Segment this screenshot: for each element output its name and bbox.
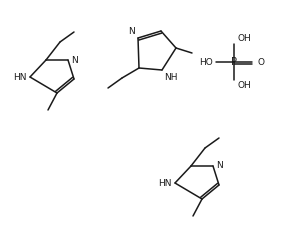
Text: N: N — [71, 55, 78, 64]
Text: N: N — [216, 161, 223, 171]
Text: HN: HN — [158, 179, 172, 188]
Text: HN: HN — [14, 73, 27, 82]
Text: P: P — [231, 57, 237, 67]
Text: N: N — [128, 27, 135, 36]
Text: NH: NH — [164, 73, 177, 82]
Text: HO: HO — [199, 58, 213, 67]
Text: OH: OH — [237, 81, 251, 90]
Text: O: O — [258, 58, 265, 67]
Text: OH: OH — [237, 34, 251, 43]
